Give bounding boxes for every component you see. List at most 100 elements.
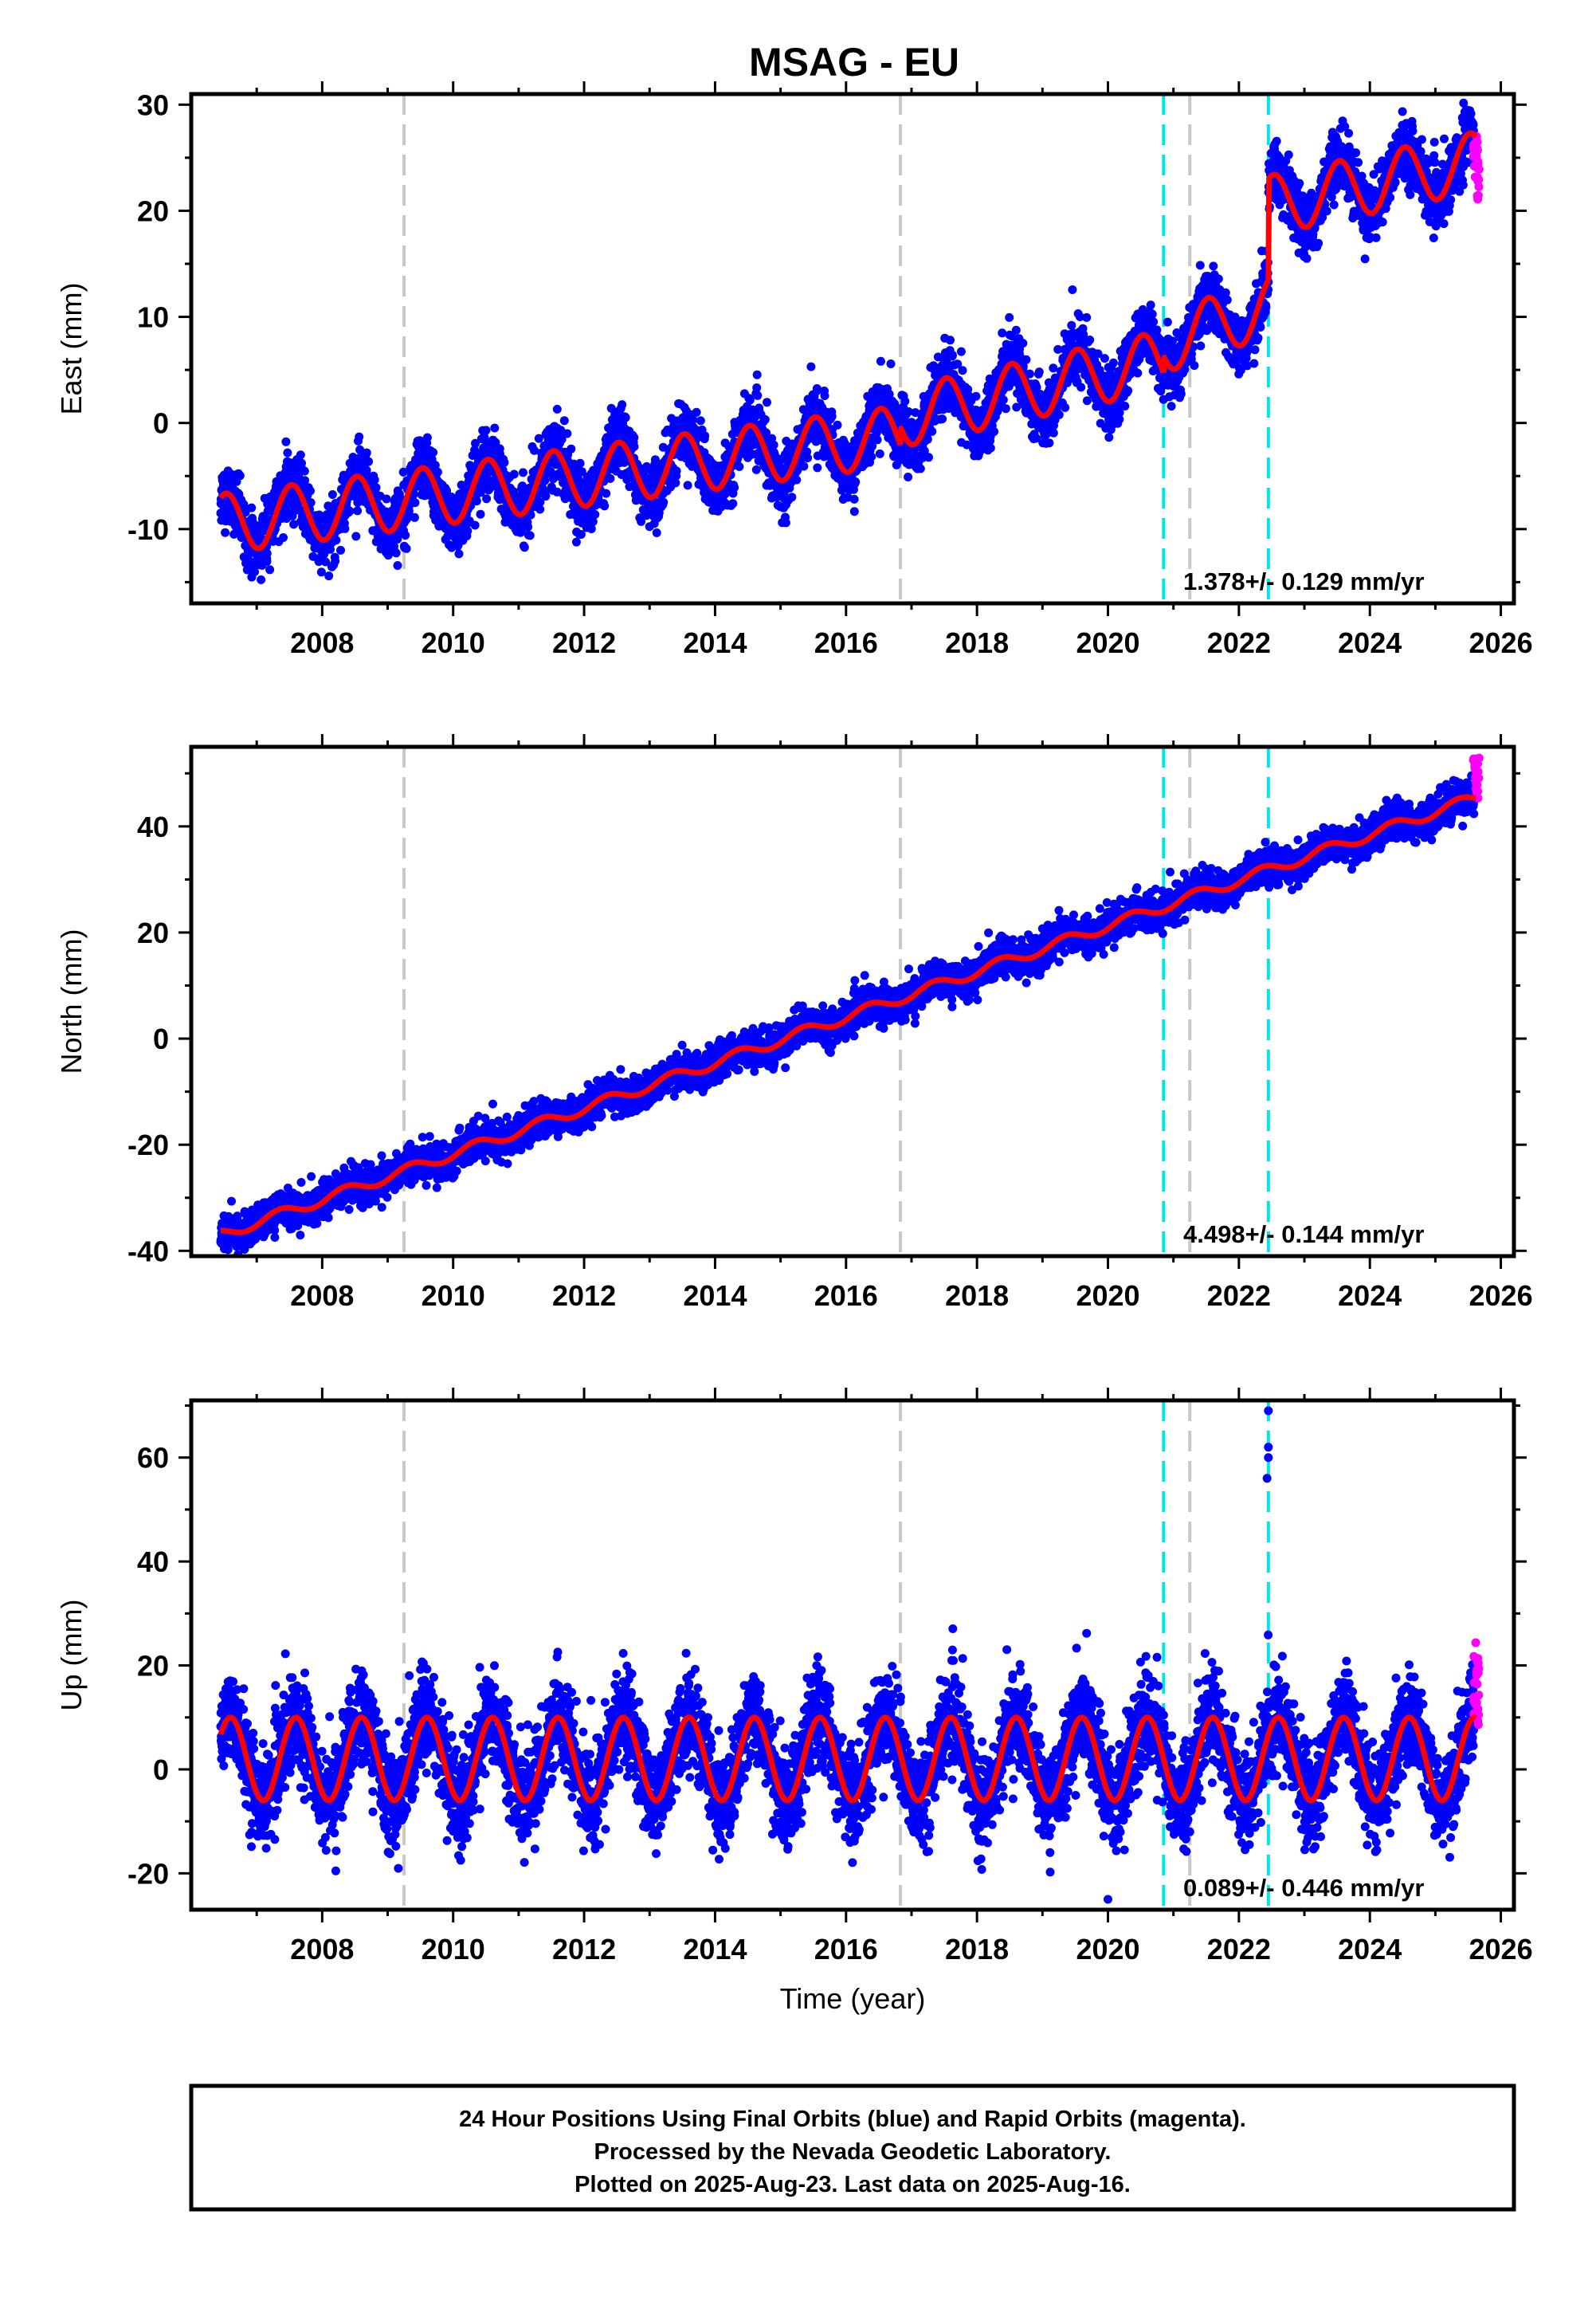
final-orbit-point: [306, 498, 316, 508]
final-orbit-point: [683, 481, 692, 490]
panel-east: 2008 2010 2012 2014 2016 2018 2020 2022 2024 2026…: [55, 81, 1533, 659]
final-orbit-point: [519, 468, 527, 477]
final-orbit-point: [430, 461, 440, 470]
final-orbit-point: [1076, 383, 1086, 392]
final-orbit-point: [490, 423, 500, 433]
final-orbit-point: [390, 541, 398, 551]
final-orbit-point: [571, 537, 581, 547]
final-orbit-point: [321, 557, 331, 567]
final-orbit-point: [927, 426, 937, 436]
final-orbit-point: [1085, 336, 1095, 344]
final-orbit-point: [404, 506, 414, 516]
final-orbit-point: [476, 509, 485, 519]
final-orbit-point: [316, 567, 326, 577]
final-orbit-point: [241, 508, 250, 517]
final-orbit-point: [320, 549, 329, 559]
final-orbit-point: [509, 469, 519, 479]
final-orbit-point: [781, 518, 790, 528]
final-orbit-point: [326, 544, 335, 554]
final-orbit-point: [552, 404, 562, 414]
final-orbit-point: [279, 533, 288, 542]
final-orbit-point: [916, 464, 925, 473]
final-orbit-point: [751, 465, 761, 474]
final-orbit-point: [410, 489, 418, 499]
final-orbit-point: [787, 493, 797, 502]
final-orbit-point: [1054, 410, 1064, 419]
final-orbit-point: [1068, 285, 1077, 294]
final-orbit-point: [672, 466, 681, 476]
final-orbit-point: [306, 486, 315, 496]
final-orbit-point: [353, 498, 363, 508]
final-orbit-point: [1061, 403, 1070, 412]
final-orbit-point: [1163, 317, 1172, 327]
final-orbit-point: [371, 483, 381, 493]
final-orbit-point: [247, 503, 257, 512]
final-orbit-point: [813, 463, 822, 473]
final-orbit-point: [652, 528, 661, 537]
final-orbit-point: [370, 475, 379, 485]
final-orbit-point: [1018, 339, 1028, 348]
final-orbit-point: [1214, 274, 1223, 284]
final-orbit-point: [1049, 428, 1058, 438]
final-orbit-point: [947, 351, 957, 359]
final-orbit-point: [958, 366, 967, 375]
final-orbit-point: [410, 512, 419, 522]
final-orbit-point: [799, 461, 809, 471]
final-orbit-point: [1195, 261, 1205, 270]
final-orbit-point: [606, 473, 615, 483]
final-orbit-point: [1067, 320, 1076, 330]
final-orbit-point: [876, 356, 885, 366]
final-orbit-point: [956, 347, 966, 356]
final-orbit-point: [289, 520, 299, 529]
final-orbit-point: [1133, 368, 1143, 378]
final-orbit-point: [730, 483, 739, 493]
final-orbit-point: [806, 362, 816, 371]
final-orbit-point: [262, 556, 272, 566]
final-orbit-point: [886, 359, 896, 368]
final-orbit-point: [1167, 402, 1176, 411]
final-orbit-point: [1100, 354, 1109, 363]
final-orbit-point: [281, 437, 291, 446]
final-orbit-point: [257, 575, 266, 584]
final-orbit-point: [1149, 317, 1159, 327]
final-orbit-point: [1082, 312, 1092, 322]
final-orbit-point: [331, 536, 341, 545]
final-orbit-point: [629, 433, 639, 442]
final-orbit-point: [1152, 325, 1162, 335]
final-orbit-point: [327, 490, 337, 499]
final-orbit-point: [849, 507, 859, 516]
final-orbit-point: [402, 544, 411, 553]
final-orbit-point: [1001, 404, 1010, 414]
final-orbit-point: [353, 506, 363, 516]
final-orbit-point: [986, 443, 995, 453]
final-orbit-point: [971, 391, 981, 401]
final-orbit-point: [398, 467, 408, 477]
final-orbit-point: [803, 454, 813, 463]
final-orbit-point: [567, 444, 576, 454]
final-orbit-point: [745, 395, 755, 405]
final-orbit-point: [221, 528, 230, 537]
final-orbit-point: [851, 477, 861, 486]
final-orbit-point: [336, 545, 345, 555]
final-orbit-point: [410, 498, 420, 508]
chart-title: MSAG - EU: [749, 40, 959, 84]
final-orbit-point: [900, 397, 910, 406]
final-orbit-point: [1196, 341, 1206, 351]
final-orbit-point: [600, 501, 610, 511]
final-orbit-point: [288, 511, 297, 520]
final-orbit-point: [235, 471, 245, 481]
final-orbit-point: [500, 457, 509, 467]
final-orbit-point: [559, 416, 569, 426]
final-orbit-point: [875, 449, 884, 458]
final-orbit-point: [998, 395, 1008, 405]
final-orbit-point: [1146, 300, 1155, 310]
final-orbit-point: [792, 475, 802, 485]
final-orbit-point: [297, 458, 306, 468]
final-orbit-point: [924, 453, 933, 462]
final-orbit-point: [1123, 386, 1133, 395]
final-orbit-point: [753, 391, 763, 400]
final-orbit-point: [1222, 295, 1232, 304]
final-orbit-point: [351, 532, 361, 541]
final-orbit-point: [324, 571, 334, 581]
final-orbit-point: [590, 510, 600, 519]
